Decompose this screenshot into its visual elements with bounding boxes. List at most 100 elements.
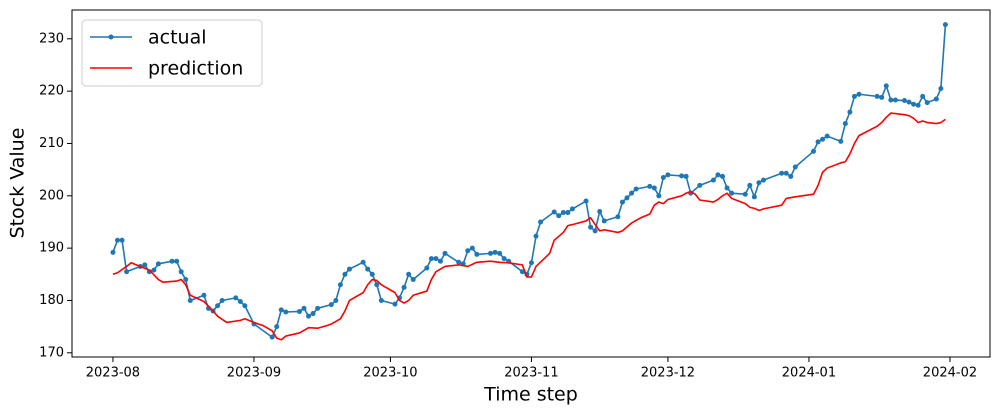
data-point <box>597 209 603 215</box>
data-point <box>142 262 148 268</box>
data-point <box>660 174 666 180</box>
data-point <box>360 259 366 265</box>
data-point <box>656 193 662 199</box>
data-point <box>924 100 930 106</box>
data-point <box>346 266 352 272</box>
data-point <box>119 237 125 243</box>
data-point <box>533 233 539 239</box>
data-point <box>278 307 284 313</box>
data-point <box>651 185 657 191</box>
data-point <box>310 311 316 317</box>
data-point <box>378 297 384 303</box>
data-point <box>538 219 544 225</box>
data-point <box>915 102 921 108</box>
x-tick-label: 2023-10 <box>363 366 417 381</box>
data-point <box>155 261 161 267</box>
data-point <box>888 97 894 103</box>
x-tick-label: 2023-12 <box>641 366 695 381</box>
data-point <box>374 282 380 288</box>
x-tick-label: 2024-01 <box>782 366 836 381</box>
data-point <box>906 99 912 105</box>
x-axis-label: Time step <box>483 384 578 406</box>
data-point <box>760 177 766 183</box>
data-point <box>874 93 880 99</box>
data-point <box>647 183 653 189</box>
data-point <box>751 194 757 200</box>
data-point <box>824 133 830 139</box>
data-point <box>847 109 853 115</box>
data-point <box>756 180 762 186</box>
data-point <box>474 251 480 257</box>
y-tick-label: 220 <box>39 84 64 99</box>
data-point <box>619 199 625 205</box>
data-point <box>392 301 398 307</box>
data-point <box>615 214 621 220</box>
data-point <box>560 210 566 216</box>
data-point <box>169 258 175 264</box>
data-point <box>720 173 726 179</box>
data-point <box>901 98 907 104</box>
data-point <box>838 138 844 144</box>
data-point <box>456 259 462 265</box>
data-point <box>114 237 120 243</box>
data-point <box>683 173 689 179</box>
data-point <box>911 101 917 107</box>
data-point <box>588 224 594 230</box>
data-point <box>933 96 939 102</box>
x-tick-label: 2023-09 <box>227 366 281 381</box>
data-point <box>233 295 239 301</box>
data-point <box>306 313 312 319</box>
data-point <box>269 334 275 340</box>
data-point <box>942 22 948 28</box>
data-point <box>333 297 339 303</box>
data-point <box>365 266 371 272</box>
data-point <box>629 190 635 196</box>
y-tick-label: 190 <box>39 241 64 256</box>
y-axis-label: Stock Value <box>7 128 29 239</box>
data-point <box>501 256 507 262</box>
data-point <box>328 302 334 308</box>
data-point <box>215 303 221 309</box>
data-point <box>815 139 821 145</box>
data-point <box>283 309 289 315</box>
y-tick-label: 230 <box>39 31 64 46</box>
data-point <box>528 260 534 266</box>
data-point <box>810 148 816 154</box>
data-point <box>437 258 443 264</box>
data-point <box>201 292 207 298</box>
y-tick-label: 180 <box>39 293 64 308</box>
y-tick-label: 200 <box>39 188 64 203</box>
data-point <box>624 195 630 201</box>
data-point <box>851 93 857 99</box>
data-point <box>879 94 885 100</box>
data-point <box>183 277 189 283</box>
data-point <box>433 256 439 262</box>
x-tick-label: 2023-11 <box>504 366 558 381</box>
data-point <box>296 308 302 314</box>
data-point <box>747 182 753 188</box>
data-point <box>110 249 116 255</box>
legend-marker <box>108 34 114 40</box>
data-point <box>406 271 412 277</box>
data-point <box>424 265 430 271</box>
data-point <box>410 277 416 283</box>
data-point <box>556 213 562 219</box>
data-point <box>124 269 130 275</box>
x-tick-label: 2023-08 <box>86 366 140 381</box>
data-point <box>715 172 721 178</box>
data-point <box>342 271 348 277</box>
data-point <box>710 177 716 183</box>
legend-label: prediction <box>148 58 243 80</box>
data-point <box>369 271 375 277</box>
data-point <box>592 228 598 234</box>
data-point <box>187 297 193 303</box>
data-point <box>492 249 498 255</box>
data-point <box>242 303 248 309</box>
x-tick-label: 2024-02 <box>923 366 977 381</box>
data-point <box>551 209 557 215</box>
series-line <box>112 112 946 341</box>
data-point <box>569 206 575 212</box>
data-point <box>488 250 494 256</box>
legend-label: actual <box>148 27 207 49</box>
